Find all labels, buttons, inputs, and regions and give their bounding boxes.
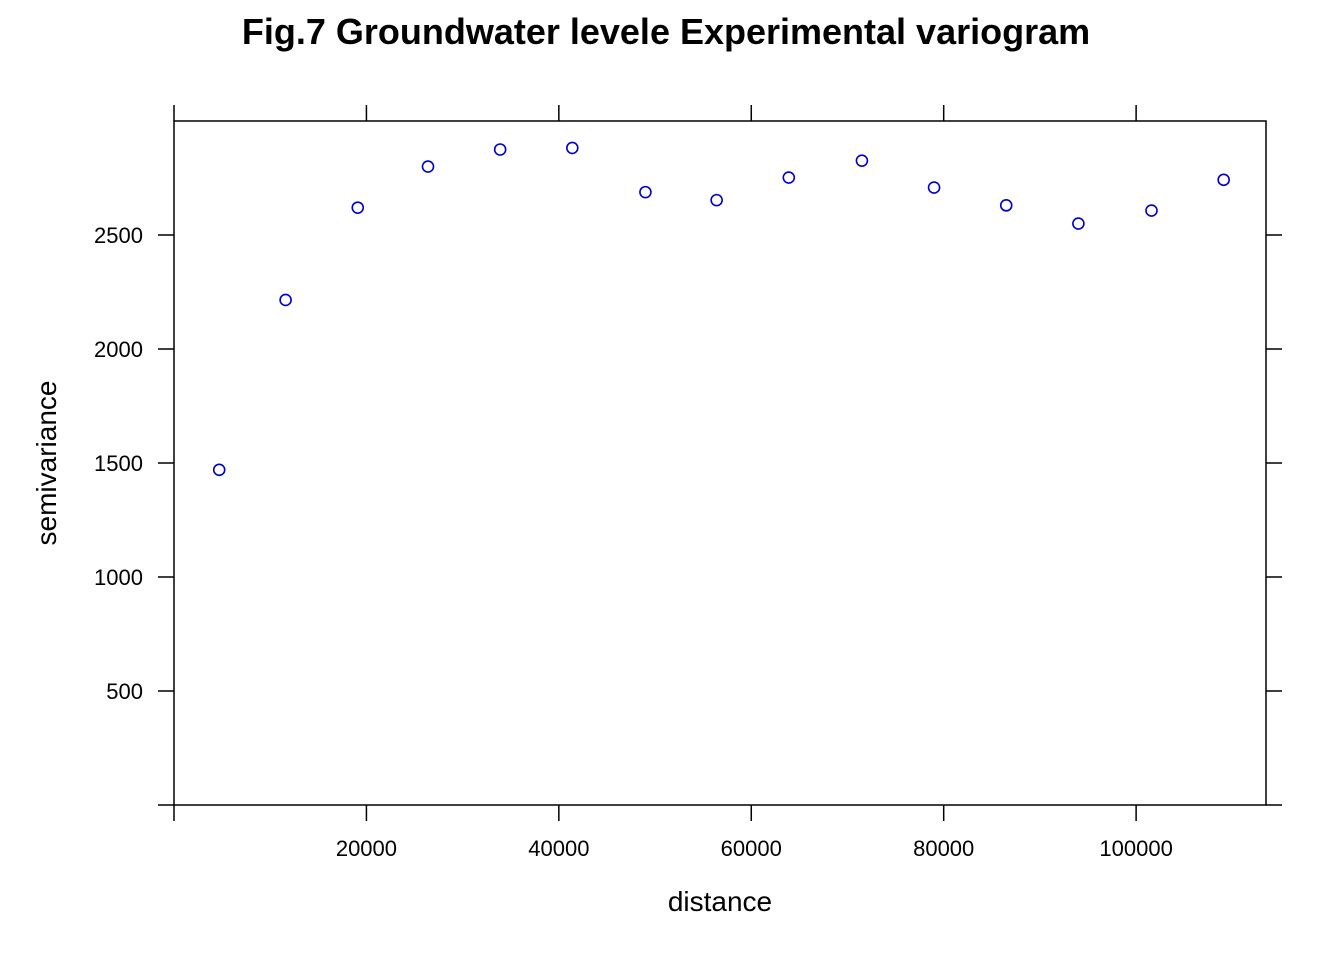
- data-point: [279, 293, 292, 307]
- data-point: [710, 193, 723, 207]
- y-tick-label: 500: [106, 679, 143, 704]
- x-axis-label: distance: [668, 886, 772, 917]
- y-tick-label: 2000: [94, 337, 143, 362]
- data-point: [566, 141, 579, 155]
- y-tick-label: 2500: [94, 223, 143, 248]
- y-axis: 500 1000 1500 2000 2500: [94, 223, 1282, 806]
- x-tick-label: 60000: [721, 836, 782, 861]
- x-tick-label: 40000: [528, 836, 589, 861]
- data-points: [212, 141, 1230, 477]
- data-point: [999, 199, 1013, 212]
- x-axis: 20000 40000 60000 80000 100000: [173, 105, 1173, 861]
- y-tick-label: 1500: [94, 451, 143, 476]
- x-tick-label: 20000: [336, 836, 397, 861]
- chart-title: Fig.7 Groundwater levele Experimental va…: [242, 11, 1090, 52]
- data-point: [1072, 217, 1085, 230]
- data-point: [639, 185, 652, 199]
- plot-frame: [173, 120, 1267, 806]
- y-tick-label: 1000: [94, 565, 143, 590]
- data-point: [493, 143, 507, 156]
- data-point: [212, 463, 226, 477]
- data-point: [351, 201, 365, 214]
- data-point: [421, 160, 435, 173]
- data-point: [855, 154, 869, 167]
- data-point: [1217, 173, 1230, 187]
- data-point: [782, 171, 796, 184]
- x-tick-label: 100000: [1099, 836, 1172, 861]
- y-axis-label: semivariance: [31, 381, 62, 546]
- x-tick-label: 80000: [913, 836, 974, 861]
- data-point: [927, 181, 941, 194]
- data-point: [1145, 204, 1158, 217]
